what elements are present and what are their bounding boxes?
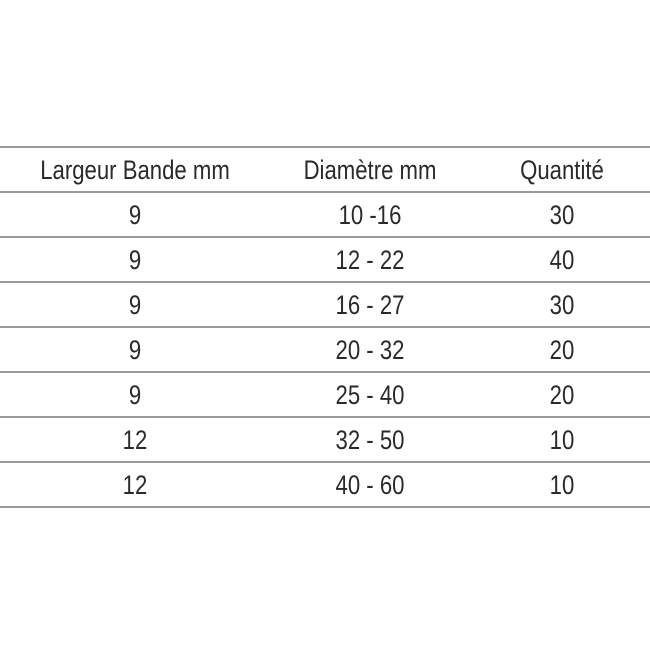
cell-quantite: 20 <box>549 380 575 410</box>
cell-quantite: 40 <box>549 245 575 275</box>
table-row: 9 25 - 40 20 <box>0 373 650 418</box>
header-quantite: Quantité <box>520 155 604 185</box>
table-row: 9 20 - 32 20 <box>0 328 650 373</box>
cell-quantite: 10 <box>549 470 575 500</box>
cell-largeur: 9 <box>128 290 142 320</box>
cell-diametre: 32 - 50 <box>335 425 405 455</box>
table-row: 12 32 - 50 10 <box>0 418 650 463</box>
cell-largeur: 12 <box>122 470 148 500</box>
table-header-row: Largeur Bande mm Diamètre mm Quantité <box>0 148 650 193</box>
cell-diametre: 16 - 27 <box>335 290 405 320</box>
cell-quantite: 10 <box>549 425 575 455</box>
cell-diametre: 12 - 22 <box>335 245 405 275</box>
header-diametre: Diamètre mm <box>303 155 437 185</box>
header-largeur: Largeur Bande mm <box>40 155 230 185</box>
table-row: 9 16 - 27 30 <box>0 283 650 328</box>
table-row: 12 40 - 60 10 <box>0 463 650 508</box>
cell-quantite: 30 <box>549 290 575 320</box>
cell-diametre: 10 -16 <box>338 200 402 230</box>
size-table: Largeur Bande mm Diamètre mm Quantité 9 1… <box>0 146 650 508</box>
cell-largeur: 9 <box>128 335 142 365</box>
cell-quantite: 20 <box>549 335 575 365</box>
table-row: 9 12 - 22 40 <box>0 238 650 283</box>
cell-largeur: 9 <box>128 200 142 230</box>
cell-largeur: 9 <box>128 245 142 275</box>
cell-largeur: 9 <box>128 380 142 410</box>
cell-largeur: 12 <box>122 425 148 455</box>
cell-diametre: 25 - 40 <box>335 380 405 410</box>
table-row: 9 10 -16 30 <box>0 193 650 238</box>
cell-diametre: 20 - 32 <box>335 335 405 365</box>
cell-quantite: 30 <box>549 200 575 230</box>
cell-diametre: 40 - 60 <box>335 470 405 500</box>
